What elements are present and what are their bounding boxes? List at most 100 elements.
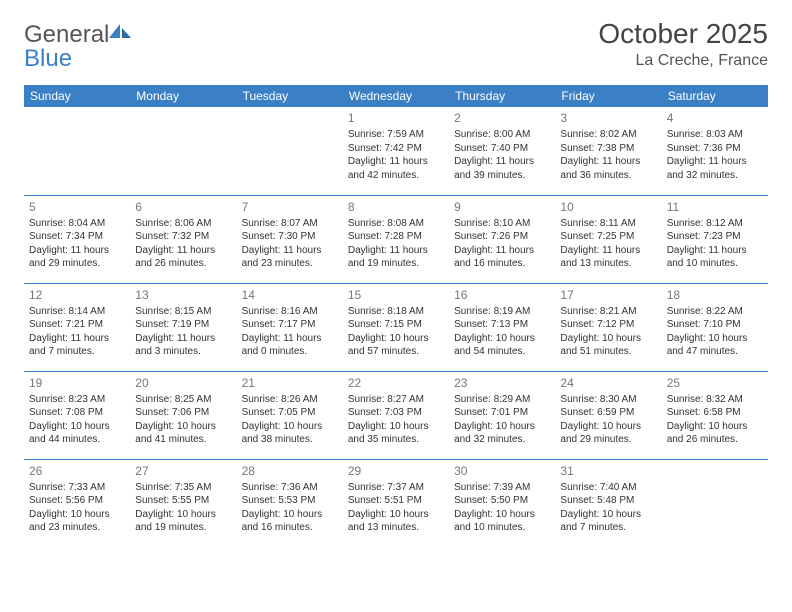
sunset-line: Sunset: 7:32 PM bbox=[135, 230, 231, 244]
day-number: 5 bbox=[29, 199, 125, 215]
daylight-line-2: and 29 minutes. bbox=[560, 433, 656, 447]
daylight-line-2: and 47 minutes. bbox=[667, 345, 763, 359]
weekday-header: Friday bbox=[555, 85, 661, 107]
daylight-line-2: and 19 minutes. bbox=[348, 257, 444, 271]
sunrise-line: Sunrise: 8:25 AM bbox=[135, 393, 231, 407]
sunset-line: Sunset: 7:10 PM bbox=[667, 318, 763, 332]
sunrise-line: Sunrise: 8:23 AM bbox=[29, 393, 125, 407]
sunrise-line: Sunrise: 7:35 AM bbox=[135, 481, 231, 495]
calendar-cell: 30Sunrise: 7:39 AMSunset: 5:50 PMDayligh… bbox=[449, 459, 555, 547]
weekday-header: Wednesday bbox=[343, 85, 449, 107]
sunrise-line: Sunrise: 8:29 AM bbox=[454, 393, 550, 407]
sunset-line: Sunset: 7:13 PM bbox=[454, 318, 550, 332]
brand-word-1: General bbox=[24, 21, 109, 48]
sunset-line: Sunset: 7:28 PM bbox=[348, 230, 444, 244]
daylight-line-1: Daylight: 11 hours bbox=[560, 155, 656, 169]
daylight-line-2: and 16 minutes. bbox=[242, 521, 338, 535]
sunset-line: Sunset: 7:21 PM bbox=[29, 318, 125, 332]
daylight-line-2: and 23 minutes. bbox=[242, 257, 338, 271]
calendar-cell: 23Sunrise: 8:29 AMSunset: 7:01 PMDayligh… bbox=[449, 371, 555, 459]
brand-text: General Blue bbox=[24, 22, 131, 71]
sunrise-line: Sunrise: 8:19 AM bbox=[454, 305, 550, 319]
day-number: 4 bbox=[667, 110, 763, 126]
calendar-cell bbox=[662, 459, 768, 547]
day-number: 7 bbox=[242, 199, 338, 215]
sunrise-line: Sunrise: 7:36 AM bbox=[242, 481, 338, 495]
day-number: 22 bbox=[348, 375, 444, 391]
sunrise-line: Sunrise: 8:08 AM bbox=[348, 217, 444, 231]
day-number: 30 bbox=[454, 463, 550, 479]
daylight-line-2: and 19 minutes. bbox=[135, 521, 231, 535]
calendar-cell: 11Sunrise: 8:12 AMSunset: 7:23 PMDayligh… bbox=[662, 195, 768, 283]
calendar-cell: 20Sunrise: 8:25 AMSunset: 7:06 PMDayligh… bbox=[130, 371, 236, 459]
daylight-line-2: and 42 minutes. bbox=[348, 169, 444, 183]
day-number: 8 bbox=[348, 199, 444, 215]
day-number: 26 bbox=[29, 463, 125, 479]
sunrise-line: Sunrise: 7:39 AM bbox=[454, 481, 550, 495]
daylight-line-1: Daylight: 10 hours bbox=[667, 420, 763, 434]
daylight-line-2: and 7 minutes. bbox=[560, 521, 656, 535]
daylight-line-2: and 26 minutes. bbox=[667, 433, 763, 447]
sunset-line: Sunset: 5:55 PM bbox=[135, 494, 231, 508]
day-number: 15 bbox=[348, 287, 444, 303]
sunset-line: Sunset: 7:34 PM bbox=[29, 230, 125, 244]
day-number: 18 bbox=[667, 287, 763, 303]
sunset-line: Sunset: 6:59 PM bbox=[560, 406, 656, 420]
calendar-cell: 24Sunrise: 8:30 AMSunset: 6:59 PMDayligh… bbox=[555, 371, 661, 459]
day-number: 16 bbox=[454, 287, 550, 303]
sunrise-line: Sunrise: 8:15 AM bbox=[135, 305, 231, 319]
daylight-line-1: Daylight: 10 hours bbox=[348, 332, 444, 346]
weekday-header: Tuesday bbox=[237, 85, 343, 107]
day-number: 12 bbox=[29, 287, 125, 303]
daylight-line-2: and 32 minutes. bbox=[667, 169, 763, 183]
sunset-line: Sunset: 7:38 PM bbox=[560, 142, 656, 156]
daylight-line-2: and 13 minutes. bbox=[348, 521, 444, 535]
calendar-cell: 8Sunrise: 8:08 AMSunset: 7:28 PMDaylight… bbox=[343, 195, 449, 283]
sunrise-line: Sunrise: 8:04 AM bbox=[29, 217, 125, 231]
calendar-cell: 12Sunrise: 8:14 AMSunset: 7:21 PMDayligh… bbox=[24, 283, 130, 371]
sunrise-line: Sunrise: 8:32 AM bbox=[667, 393, 763, 407]
sunrise-line: Sunrise: 8:03 AM bbox=[667, 128, 763, 142]
weekday-header: Thursday bbox=[449, 85, 555, 107]
daylight-line-1: Daylight: 10 hours bbox=[29, 508, 125, 522]
day-number: 25 bbox=[667, 375, 763, 391]
sunrise-line: Sunrise: 8:27 AM bbox=[348, 393, 444, 407]
calendar-cell: 15Sunrise: 8:18 AMSunset: 7:15 PMDayligh… bbox=[343, 283, 449, 371]
title-block: October 2025 La Creche, France bbox=[598, 18, 768, 70]
calendar-table: SundayMondayTuesdayWednesdayThursdayFrid… bbox=[24, 85, 768, 547]
calendar-cell: 18Sunrise: 8:22 AMSunset: 7:10 PMDayligh… bbox=[662, 283, 768, 371]
sunrise-line: Sunrise: 8:14 AM bbox=[29, 305, 125, 319]
daylight-line-2: and 23 minutes. bbox=[29, 521, 125, 535]
daylight-line-2: and 3 minutes. bbox=[135, 345, 231, 359]
calendar-cell: 13Sunrise: 8:15 AMSunset: 7:19 PMDayligh… bbox=[130, 283, 236, 371]
day-number: 20 bbox=[135, 375, 231, 391]
daylight-line-1: Daylight: 10 hours bbox=[135, 508, 231, 522]
day-number: 17 bbox=[560, 287, 656, 303]
calendar-cell: 3Sunrise: 8:02 AMSunset: 7:38 PMDaylight… bbox=[555, 107, 661, 195]
daylight-line-1: Daylight: 10 hours bbox=[667, 332, 763, 346]
day-number: 14 bbox=[242, 287, 338, 303]
weekday-header: Monday bbox=[130, 85, 236, 107]
daylight-line-1: Daylight: 10 hours bbox=[348, 508, 444, 522]
sunrise-line: Sunrise: 7:33 AM bbox=[29, 481, 125, 495]
daylight-line-2: and 26 minutes. bbox=[135, 257, 231, 271]
sunset-line: Sunset: 7:19 PM bbox=[135, 318, 231, 332]
sunrise-line: Sunrise: 8:26 AM bbox=[242, 393, 338, 407]
daylight-line-1: Daylight: 11 hours bbox=[242, 332, 338, 346]
sunset-line: Sunset: 7:25 PM bbox=[560, 230, 656, 244]
sunrise-line: Sunrise: 7:37 AM bbox=[348, 481, 444, 495]
calendar-cell: 16Sunrise: 8:19 AMSunset: 7:13 PMDayligh… bbox=[449, 283, 555, 371]
daylight-line-2: and 36 minutes. bbox=[560, 169, 656, 183]
calendar-cell: 17Sunrise: 8:21 AMSunset: 7:12 PMDayligh… bbox=[555, 283, 661, 371]
daylight-line-1: Daylight: 11 hours bbox=[667, 155, 763, 169]
brand-word-2: Blue bbox=[24, 45, 72, 72]
sunrise-line: Sunrise: 7:59 AM bbox=[348, 128, 444, 142]
calendar-cell: 14Sunrise: 8:16 AMSunset: 7:17 PMDayligh… bbox=[237, 283, 343, 371]
sunrise-line: Sunrise: 8:10 AM bbox=[454, 217, 550, 231]
calendar-cell: 4Sunrise: 8:03 AMSunset: 7:36 PMDaylight… bbox=[662, 107, 768, 195]
sunset-line: Sunset: 7:40 PM bbox=[454, 142, 550, 156]
day-number: 6 bbox=[135, 199, 231, 215]
sunset-line: Sunset: 5:51 PM bbox=[348, 494, 444, 508]
page-title: October 2025 bbox=[598, 18, 768, 50]
day-number: 27 bbox=[135, 463, 231, 479]
